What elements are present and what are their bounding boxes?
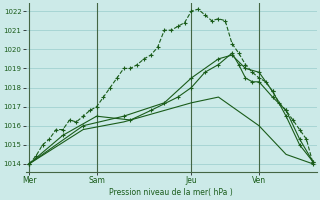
X-axis label: Pression niveau de la mer( hPa ): Pression niveau de la mer( hPa ) — [109, 188, 233, 197]
